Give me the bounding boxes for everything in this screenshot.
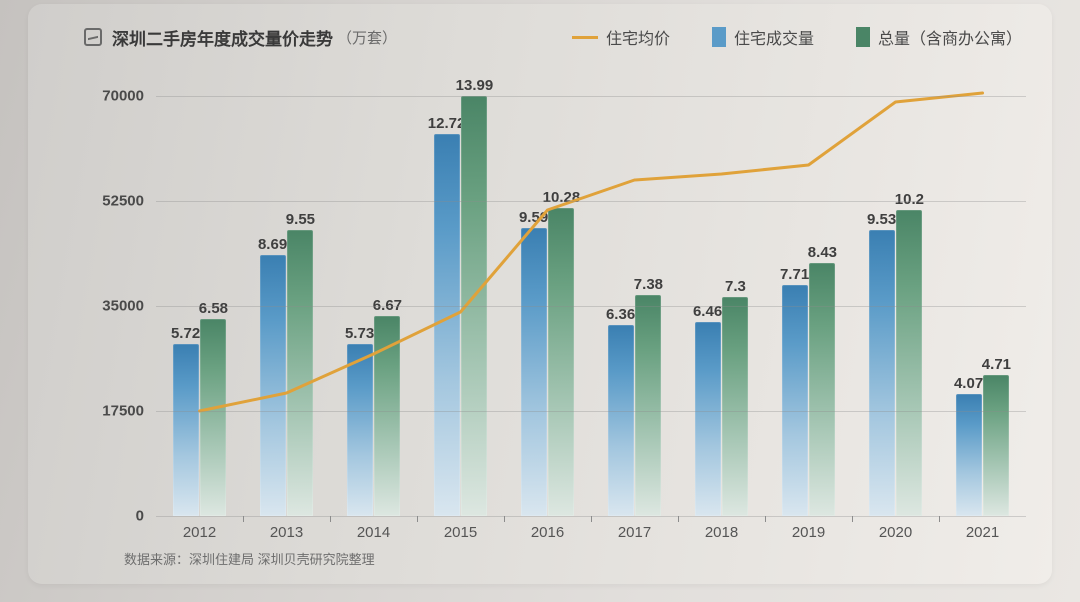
x-tick-label: 2016 [504,516,591,546]
legend: 住宅均价 住宅成交量 总量（含商办公寓） [572,25,1022,49]
y-tick-label: 17500 [102,403,144,420]
source-note: 数据来源：深圳住建局 深圳贝壳研究院整理 [124,549,375,568]
legend-barA-swatch [712,27,726,47]
x-axis-labels: 2012201320142015201620172018201920202021 [156,516,1026,546]
plot-area: 5.726.588.699.555.736.6712.7213.999.5910… [156,96,1026,516]
legend-barA-label: 住宅成交量 [734,25,814,49]
x-tick-label: 2018 [678,516,765,546]
y-tick-label: 35000 [102,298,144,315]
x-tick-label: 2020 [852,516,939,546]
x-tick-label: 2012 [156,516,243,546]
x-tick-label: 2019 [765,516,852,546]
x-tick-label: 2014 [330,516,417,546]
bar-value-label: 13.99 [456,77,494,96]
gridline [156,306,1026,307]
y-tick-label: 70000 [102,88,144,105]
y-tick-label: 52500 [102,193,144,210]
x-tick-label: 2013 [243,516,330,546]
legend-barB-swatch [856,27,870,47]
gridline [156,201,1026,202]
legend-line: 住宅均价 [572,25,670,49]
x-tick-label: 2015 [417,516,504,546]
legend-barB-label: 总量（含商办公寓） [878,25,1022,49]
legend-line-label: 住宅均价 [606,25,670,49]
legend-line-swatch [572,36,598,39]
chart-icon [84,28,102,46]
gridline [156,96,1026,97]
chart-unit: （万套） [337,27,397,48]
chart-header: 深圳二手房年度成交量价走势 （万套） 住宅均价 住宅成交量 总量（含商办公寓） [84,22,1022,52]
x-tick-label: 2017 [591,516,678,546]
x-tick-label: 2021 [939,516,1026,546]
y-tick-label: 0 [136,508,144,525]
legend-barB: 总量（含商办公寓） [856,25,1022,49]
chart-card: 深圳二手房年度成交量价走势 （万套） 住宅均价 住宅成交量 总量（含商办公寓） … [28,4,1052,584]
gridline [156,411,1026,412]
gridline [156,516,1026,517]
legend-barA: 住宅成交量 [712,25,814,49]
price-line [200,93,983,411]
chart-title: 深圳二手房年度成交量价走势 [112,25,333,50]
